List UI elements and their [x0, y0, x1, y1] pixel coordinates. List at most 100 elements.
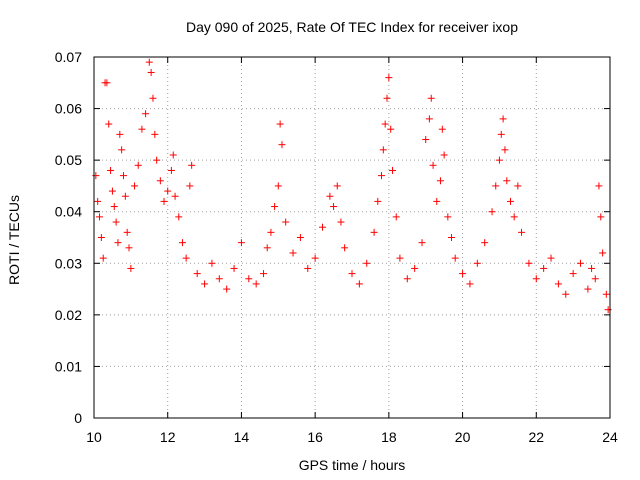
- data-point: [604, 306, 612, 314]
- data-point: [577, 259, 585, 267]
- data-point: [108, 187, 116, 195]
- data-point: [348, 270, 356, 278]
- data-point: [278, 141, 286, 149]
- data-point: [114, 239, 122, 247]
- y-tick-label: 0.01: [55, 358, 82, 374]
- data-point: [311, 254, 319, 262]
- data-point: [387, 125, 395, 133]
- data-point: [427, 94, 435, 102]
- x-tick-label: 10: [86, 429, 102, 445]
- data-point: [451, 254, 459, 262]
- data-point: [591, 275, 599, 283]
- data-point: [433, 197, 441, 205]
- x-tick-label: 12: [160, 429, 176, 445]
- data-point: [503, 177, 511, 185]
- y-tick-label: 0.03: [55, 255, 82, 271]
- data-point: [153, 156, 161, 164]
- data-point: [355, 280, 363, 288]
- data-point: [385, 74, 393, 82]
- data-point: [296, 234, 304, 241]
- data-point: [125, 244, 133, 252]
- data-point: [363, 259, 371, 267]
- x-tick-label: 16: [307, 429, 323, 445]
- data-point: [193, 270, 201, 278]
- data-point: [492, 182, 500, 190]
- data-point: [149, 94, 157, 102]
- data-point: [392, 213, 400, 221]
- data-point: [99, 254, 107, 262]
- y-axis-label: ROTI / TECUs: [6, 195, 22, 285]
- data-point: [103, 79, 111, 87]
- data-point: [119, 172, 127, 180]
- x-tick-label: 18: [381, 429, 397, 445]
- data-point: [501, 146, 509, 154]
- data-point: [370, 228, 378, 236]
- data-point: [562, 290, 570, 298]
- data-point: [145, 58, 153, 66]
- data-point: [595, 182, 603, 190]
- data-point: [271, 203, 279, 211]
- data-point: [319, 223, 327, 231]
- data-point: [497, 130, 505, 138]
- grid-lines: [94, 57, 610, 418]
- data-point: [532, 275, 540, 283]
- data-point: [389, 166, 397, 174]
- data-point: [156, 177, 164, 185]
- data-points: [92, 58, 612, 314]
- data-point: [418, 239, 426, 247]
- data-point: [304, 264, 312, 272]
- x-tick-labels: 10 12 14 16 18 20 22 24: [86, 429, 618, 445]
- data-point: [186, 182, 194, 190]
- data-point: [374, 197, 382, 205]
- y-tick-label: 0.06: [55, 101, 82, 117]
- data-point: [118, 146, 126, 154]
- data-point: [341, 244, 349, 252]
- data-point: [510, 213, 518, 221]
- data-point: [396, 254, 404, 262]
- data-point: [188, 161, 196, 169]
- data-point: [337, 218, 345, 226]
- data-point: [448, 234, 456, 241]
- x-tick-label: 20: [455, 429, 471, 445]
- data-point: [123, 228, 131, 236]
- data-point: [223, 285, 231, 293]
- data-point: [151, 130, 159, 138]
- data-point: [438, 125, 446, 133]
- chart-title: Day 090 of 2025, Rate Of TEC Index for r…: [186, 19, 518, 35]
- data-point: [169, 151, 177, 159]
- y-tick-label: 0.05: [55, 152, 82, 168]
- data-point: [569, 270, 577, 278]
- data-point: [440, 151, 448, 159]
- data-point: [110, 203, 118, 211]
- data-point: [201, 280, 209, 288]
- y-tick-labels: 0 0.01 0.02 0.03 0.04 0.05 0.06 0.07: [55, 49, 82, 426]
- data-point: [116, 130, 124, 138]
- data-point: [282, 218, 290, 226]
- data-point: [518, 228, 526, 236]
- data-point: [105, 120, 113, 128]
- data-point: [411, 264, 419, 272]
- data-point: [473, 259, 481, 267]
- axis-ticks: [93, 56, 611, 419]
- data-point: [459, 270, 467, 278]
- data-point: [182, 254, 190, 262]
- data-point: [208, 259, 216, 267]
- data-point: [167, 166, 175, 174]
- data-point: [94, 197, 102, 205]
- plot-frame: [93, 56, 611, 419]
- data-point: [597, 213, 605, 221]
- data-point: [554, 280, 562, 288]
- data-point: [97, 234, 105, 241]
- data-point: [547, 254, 555, 262]
- data-point: [263, 244, 271, 252]
- data-point: [131, 182, 139, 190]
- data-point: [377, 172, 385, 180]
- data-point: [121, 192, 129, 200]
- data-point: [495, 156, 503, 164]
- data-point: [252, 280, 260, 288]
- y-tick-label: 0.02: [55, 307, 82, 323]
- x-axis-label: GPS time / hours: [299, 457, 406, 473]
- data-point: [134, 161, 142, 169]
- y-tick-label: 0.04: [55, 204, 82, 220]
- data-point: [429, 161, 437, 169]
